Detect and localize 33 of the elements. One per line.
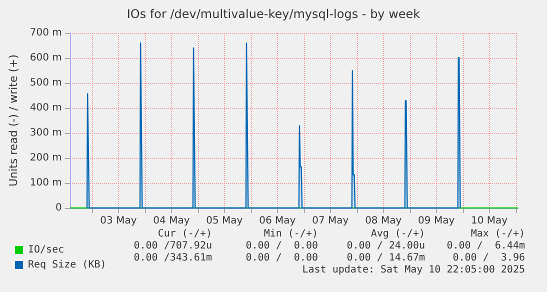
y-tick-label: 300 m [30,128,62,138]
x-tick-label: 06 May [259,216,296,226]
text: Min (-/+) [264,228,318,240]
x-tick-label: 08 May [365,216,402,226]
y-tick-label: 600 m [30,52,62,64]
text: Cur (-/+) [158,228,212,240]
y-tick-label: 200 m [30,152,62,164]
text: Avg (-/+) [370,228,425,240]
text: 0.00 /343.61m [134,252,212,264]
x-tick-label: 05 May [206,216,243,226]
chart-title: IOs for /dev/multivalue-key/mysql-logs - by week [126,7,420,21]
text: 0.00 / 0.00 [246,252,318,264]
text: 0.00 /707.92u [134,240,212,252]
y-tick-label: 500 m [30,78,62,88]
x-tick-label: 03 May [100,216,137,226]
x-tick-label: 10 May [471,216,508,226]
y-axis-title: Units read (-) / write (+) [7,54,20,187]
legend-label: Req Size (KB) [28,260,106,270]
y-tick-label: 0 [56,202,62,214]
legend-label: IO/sec [28,244,64,256]
x-tick-label: 04 May [153,216,190,226]
y-tick-label: 700 m [30,28,62,38]
text: 0.00 / 14.67m [346,252,425,264]
text: 0.00 / 24.00u [346,240,425,252]
text: Last update: Sat May 10 22:05:00 2025 [302,264,525,276]
text: 0.00 / 0.00 [246,240,318,252]
text: 0.00 / 6.44m [446,240,525,252]
x-tick-label: 07 May [312,216,349,226]
y-tick-label: 100 m [30,178,62,188]
x-tick-label: 09 May [418,216,455,226]
text: Max (-/+) [470,228,525,240]
text: 0.00 / 3.96 [452,252,525,264]
y-tick-label: 400 m [30,102,62,114]
